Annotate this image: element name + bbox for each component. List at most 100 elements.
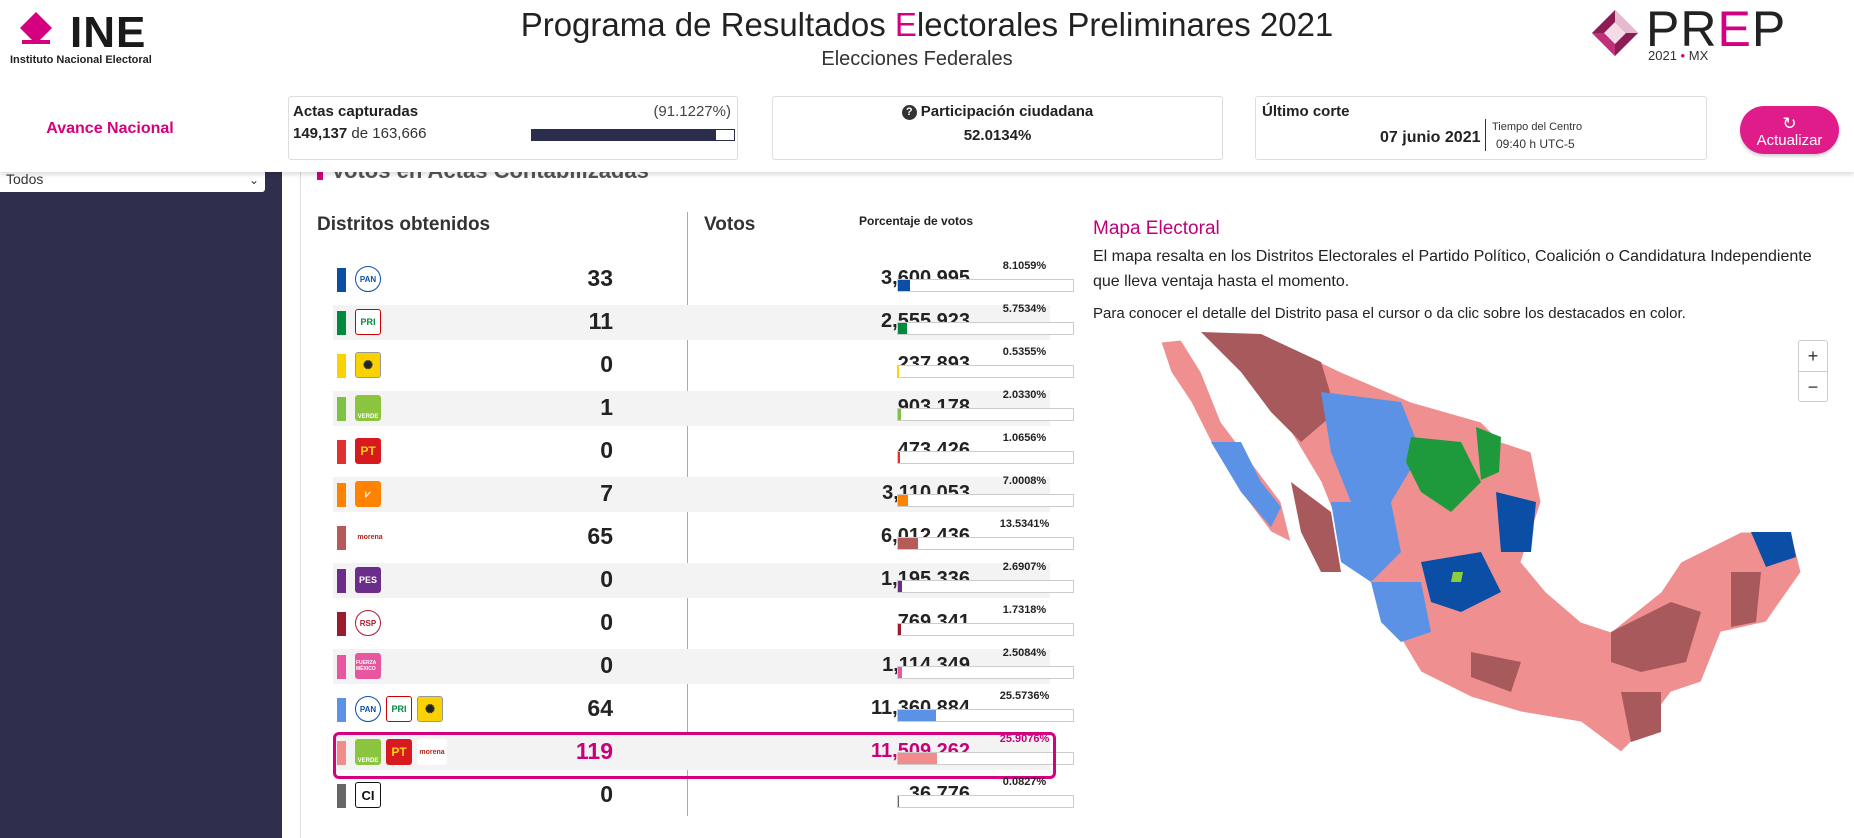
zoom-out-button[interactable]: − [1799, 371, 1827, 401]
participacion-value: 52.0134% [963, 127, 1032, 144]
table-row[interactable]: VERDE PT morena 119 11,509,262 25.9076% [317, 731, 1077, 779]
map-region-chiapas[interactable] [1621, 692, 1661, 742]
refresh-icon: ↻ [1782, 114, 1797, 133]
party-color-swatch [337, 354, 346, 378]
map-hint: Para conocer el detalle del Distrito pas… [1093, 305, 1686, 322]
pt-logo-icon: PT [355, 438, 381, 464]
percentage-bar [897, 752, 1074, 765]
districts-count: 0 [600, 652, 613, 678]
actas-capturadas-card: Actas capturadas (91.1227%) 149,137 de 1… [288, 96, 738, 160]
mc-logo-icon: ⩗ [355, 481, 381, 507]
party-logos: PRI [355, 309, 381, 337]
actas-progress-bar [531, 129, 735, 141]
map-region-coahuila-green[interactable] [1406, 437, 1481, 512]
districts-count: 0 [600, 437, 613, 463]
map-region-yucatan-blue[interactable] [1751, 532, 1796, 567]
filter-select[interactable]: Todos ⌄ [0, 170, 265, 192]
percentage-bar [897, 279, 1074, 292]
prep-diamond-icon [1592, 10, 1638, 56]
table-row[interactable]: PAN 33 3,600,995 8.1059% [317, 258, 1077, 301]
table-row[interactable]: PAN PRI ✺ 64 11,360,884 25.5736% [317, 688, 1077, 731]
ultimo-corte-card: Último corte 07 junio 2021 Tiempo del Ce… [1255, 96, 1707, 160]
ine-diamond-icon [20, 12, 52, 44]
votes-percentage: 7.0008% [1002, 475, 1047, 487]
votes-percentage: 5.7534% [1002, 303, 1047, 315]
percentage-bar-fill [898, 409, 902, 420]
table-row[interactable]: ⩗ 7 3,110,053 7.0008% [317, 473, 1077, 516]
actas-progress-fill [532, 130, 717, 140]
table-row[interactable]: ✺ 0 237,893 0.5355% [317, 344, 1077, 387]
actualizar-button[interactable]: ↻ Actualizar [1740, 106, 1839, 154]
votes-percentage: 8.1059% [1002, 260, 1047, 272]
ine-subtitle: Instituto Nacional Electoral [10, 54, 152, 66]
votes-percentage: 13.5341% [999, 518, 1050, 530]
party-logos: PT [355, 438, 381, 466]
party-logos: CI [355, 782, 381, 810]
prep-logo[interactable]: PREP 2021 • MX [1588, 1, 1788, 64]
map-region-chihuahua-blue[interactable] [1321, 392, 1421, 502]
percentage-bar-fill [898, 667, 902, 678]
party-color-swatch [337, 784, 346, 808]
map-region-bcs-blue[interactable] [1211, 442, 1281, 527]
percentage-bar [897, 408, 1074, 421]
help-icon[interactable]: ? [901, 105, 917, 120]
map-region-nl-green[interactable] [1476, 427, 1501, 480]
party-logos: ⩗ [355, 481, 381, 509]
districts-count: 11 [588, 308, 613, 334]
status-bar: Avance Nacional Actas capturadas (91.122… [0, 86, 1854, 172]
party-color-swatch [337, 741, 346, 765]
table-row[interactable]: PT 0 473,426 1.0656% [317, 430, 1077, 473]
party-logos: PAN PRI ✺ [355, 696, 443, 724]
party-logos: ✺ [355, 352, 381, 380]
percentage-bar-fill [898, 796, 900, 807]
ine-logo[interactable]: INE Instituto Nacional Electoral [10, 8, 190, 66]
votes-percentage: 2.0330% [1002, 389, 1047, 401]
percentage-bar-fill [898, 753, 937, 764]
electoral-map[interactable] [1141, 332, 1821, 772]
table-row[interactable]: RSP 0 769,341 1.7318% [317, 602, 1077, 645]
map-region-campeche[interactable] [1731, 572, 1761, 627]
votes-percentage: 25.9076% [999, 733, 1050, 745]
corte-timezone: Tiempo del Centro [1492, 121, 1583, 133]
districts-count: 0 [600, 351, 613, 377]
percentage-bar [897, 666, 1074, 679]
map-region-sonora[interactable] [1201, 332, 1336, 442]
table-row[interactable]: morena 65 6,012,436 13.5341% [317, 516, 1077, 559]
table-row[interactable]: CI 0 36,776 0.0827% [317, 774, 1077, 817]
table-row[interactable]: PES 0 1,195,336 2.6907% [317, 559, 1077, 602]
filter-select-value: Todos [6, 171, 44, 187]
header: INE Instituto Nacional Electoral Program… [0, 0, 1854, 86]
map-region-center-lime[interactable] [1451, 572, 1463, 582]
table-row[interactable]: PRI 11 2,555,923 5.7534% [317, 301, 1077, 344]
party-color-swatch [337, 311, 346, 335]
zoom-in-button[interactable]: + [1807, 346, 1819, 366]
percentage-bar-fill [898, 581, 902, 592]
percentage-bar [897, 451, 1074, 464]
corte-date: 07 junio 2021 [1380, 129, 1481, 146]
percentage-bar [897, 623, 1074, 636]
pri-logo-icon: PRI [355, 309, 381, 335]
table-row[interactable]: VERDE 1 903,178 2.0330% [317, 387, 1077, 430]
percentage-header: Porcentaje de votos [859, 214, 974, 228]
verde-logo-icon: VERDE [355, 739, 381, 765]
map-region-southeast[interactable] [1611, 602, 1701, 672]
party-color-swatch [337, 612, 346, 636]
percentage-bar [897, 795, 1074, 808]
map-region-sinaloa[interactable] [1291, 482, 1341, 572]
avance-nacional-label[interactable]: Avance Nacional [46, 120, 174, 137]
map-region-jalisco-blue[interactable] [1371, 582, 1431, 642]
map-region-durango-blue[interactable] [1331, 502, 1401, 582]
main-content: Votos en Actas Contabilizadas Distritos … [300, 158, 1850, 838]
map-region-guerrero[interactable] [1471, 652, 1521, 692]
pt-logo-icon: PT [386, 739, 412, 765]
party-logos: VERDE [355, 395, 381, 423]
table-row[interactable]: FUERZA MÉXICO 0 1,114,349 2.5084% [317, 645, 1077, 688]
map-description: El mapa resalta en los Distritos Elector… [1093, 248, 1812, 290]
percentage-bar [897, 709, 1074, 722]
corte-title: Último corte [1262, 103, 1350, 120]
morena-logo-icon: morena [355, 524, 385, 550]
districts-count: 0 [600, 781, 613, 807]
percentage-bar [897, 365, 1074, 378]
column-divider [687, 212, 688, 816]
map-region-tamaulipas-blue[interactable] [1496, 492, 1536, 552]
